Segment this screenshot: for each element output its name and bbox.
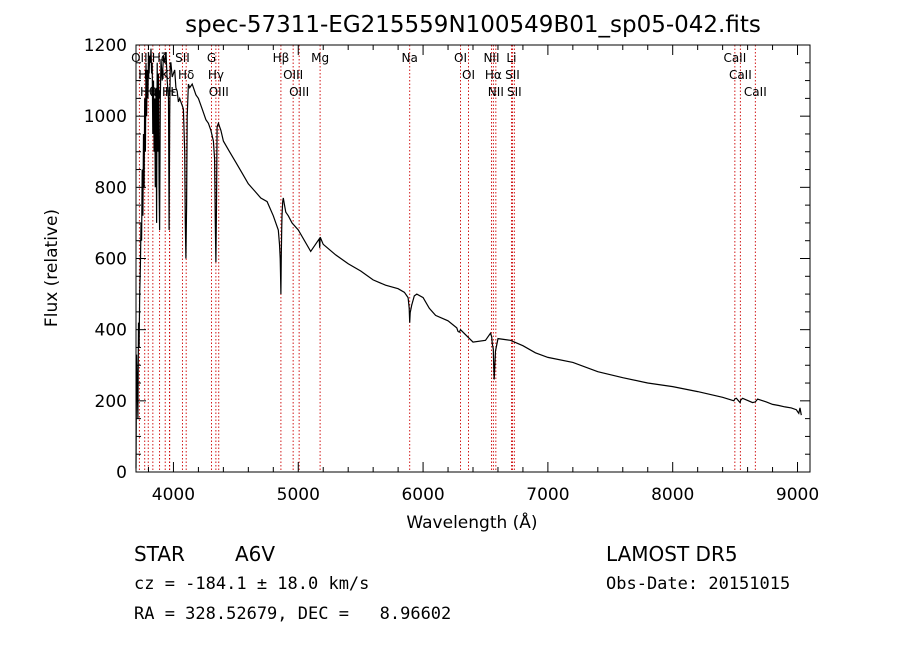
redshift-velocity: cz = -184.1 ± 18.0 km/s — [134, 574, 370, 594]
line-label-16: OI — [454, 51, 467, 65]
line-label-19: NII — [488, 85, 504, 99]
y-tick-label: 800 — [95, 178, 127, 198]
line-label-21: SII — [505, 68, 520, 82]
plot-frame — [135, 44, 811, 473]
line-label-1: Hβ — [273, 51, 290, 65]
subclass: A6V — [235, 542, 276, 566]
line-label-0: Hα — [485, 68, 502, 82]
line-label-22: SII — [507, 85, 522, 99]
line-label-18: NII — [483, 51, 499, 65]
line-label-20: Li — [506, 51, 516, 65]
x-tick-label: 5000 — [277, 485, 320, 505]
x-axis-label: Wavelength (Å) — [406, 511, 537, 533]
line-label-23: SII — [175, 51, 190, 65]
y-tick-label: 1200 — [84, 36, 127, 56]
chart-title: spec-57311-EG215559N100549B01_sp05-042.f… — [185, 12, 761, 38]
line-label-9: OII — [131, 51, 148, 65]
line-label-11: OIII — [283, 68, 303, 82]
line-label-28: CaII — [744, 85, 767, 99]
line-label-12: OIII — [289, 85, 309, 99]
y-tick-label: 1000 — [84, 107, 127, 127]
survey-name: LAMOST DR5 — [606, 542, 738, 566]
y-tick-label: 600 — [95, 250, 127, 270]
line-label-17: OI — [462, 68, 475, 82]
y-axis-label: Flux (relative) — [42, 209, 62, 327]
line-label-10: OIII — [209, 85, 229, 99]
line-label-2: Hγ — [208, 68, 224, 82]
line-label-26: CaII — [723, 51, 746, 65]
x-tick-label: 6000 — [401, 485, 444, 505]
axis-ticks — [136, 44, 810, 473]
line-label-24: K — [161, 68, 170, 82]
line-label-15: Na — [402, 51, 418, 65]
x-tick-label: 9000 — [776, 485, 819, 505]
y-tick-label: 200 — [95, 392, 127, 412]
object-class: STAR — [134, 542, 185, 566]
line-label-13: G — [207, 51, 216, 65]
observation-date: Obs-Date: 20151015 — [606, 574, 791, 594]
x-tick-label: 7000 — [526, 485, 569, 505]
y-tick-label: 400 — [95, 321, 127, 341]
line-label-27: CaII — [729, 68, 752, 82]
line-label-14: Mg — [311, 51, 329, 65]
axis-tick-labels: 4000 5000 6000 7000 8000 9000 0 200 400 600 800 100… — [84, 36, 819, 505]
x-tick-label: 8000 — [651, 485, 694, 505]
coordinates: RA = 328.52679, DEC = 8.96602 — [134, 604, 452, 624]
y-tick-label: 0 — [116, 463, 127, 483]
spectral-line-markers — [138, 45, 756, 472]
line-label-3: Hδ — [178, 68, 194, 82]
spectrum-line — [135, 48, 802, 469]
x-tick-label: 4000 — [152, 485, 195, 505]
